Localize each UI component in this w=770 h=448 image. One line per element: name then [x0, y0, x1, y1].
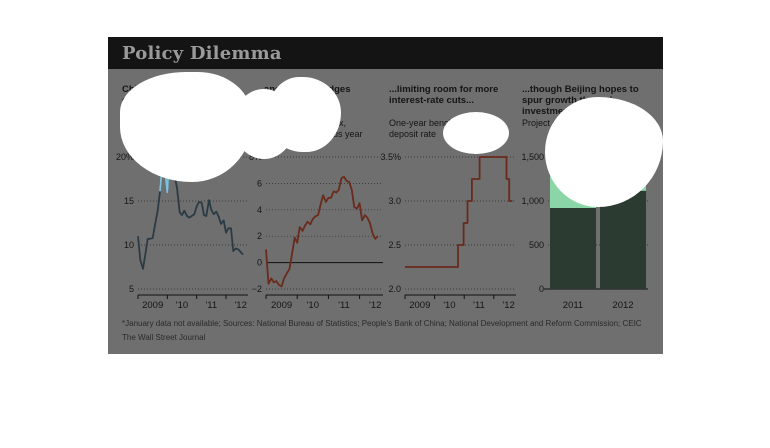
panel-headline: investment.	[522, 106, 575, 117]
x-tick-label: '12	[369, 300, 381, 311]
y-tick-label: −2	[252, 284, 262, 294]
x-tick-label: 2009	[409, 300, 430, 311]
y-tick-label: 15	[124, 196, 134, 206]
series-line	[265, 175, 379, 288]
x-tick-label: '12	[234, 300, 246, 311]
policy-dilemma-graphic: Policy Dilemma China's growth in factory…	[108, 37, 663, 354]
x-tick-label: '11	[205, 300, 217, 311]
series-line	[137, 149, 244, 270]
panel-headline: interest-rate cuts...	[389, 95, 474, 106]
footnote: *January data not available; Sources: Na…	[122, 319, 642, 328]
y-tick-label: 3.0	[388, 196, 401, 206]
x-tick-label: '11	[473, 300, 485, 311]
panel-headline: ...limiting room for more	[389, 84, 498, 95]
x-tick-label: 2009	[142, 300, 163, 311]
y-tick-label: 2	[257, 231, 262, 241]
y-tick-label: 1,500	[521, 152, 544, 162]
y-tick-label: 20%	[116, 152, 134, 162]
panel-label: One-year benchmark	[389, 118, 474, 128]
y-tick-label: 0	[257, 258, 262, 268]
credit: The Wall Street Journal	[122, 333, 206, 342]
y-tick-label: 500	[529, 240, 544, 250]
title-bar: Policy Dilemma	[108, 37, 663, 69]
panel-sublabel: deposit rate	[389, 129, 436, 139]
x-tick-label: '10	[176, 300, 188, 311]
series-line	[405, 156, 513, 268]
panel-headline: spur growth through	[522, 95, 616, 106]
y-tick-label: 10	[124, 240, 134, 250]
y-tick-label: 5	[129, 284, 134, 294]
x-tick-label: '10	[307, 300, 319, 311]
highlight-blob-3	[268, 77, 341, 152]
graphic-title: Policy Dilemma	[122, 43, 282, 64]
x-tick-label: '12	[502, 300, 514, 311]
y-tick-label: 1,000	[521, 196, 544, 206]
y-tick-label: 0	[539, 284, 544, 294]
highlight-blob-1	[120, 72, 252, 182]
x-tick-label: '10	[443, 300, 455, 311]
y-tick-label: 2.5	[388, 240, 401, 250]
y-tick-label: 3.5%	[380, 152, 401, 162]
x-tick-label: 2011	[563, 300, 583, 311]
panel-headline: ...though Beijing hopes to	[522, 84, 639, 95]
y-tick-label: 6	[257, 178, 262, 188]
y-tick-label: 4	[257, 205, 262, 215]
y-tick-label: 2.0	[388, 284, 401, 294]
x-tick-label: '11	[338, 300, 350, 311]
x-tick-label: 2009	[271, 300, 292, 311]
highlight-blob-4	[443, 112, 509, 154]
x-tick-label: 2012	[612, 300, 633, 311]
